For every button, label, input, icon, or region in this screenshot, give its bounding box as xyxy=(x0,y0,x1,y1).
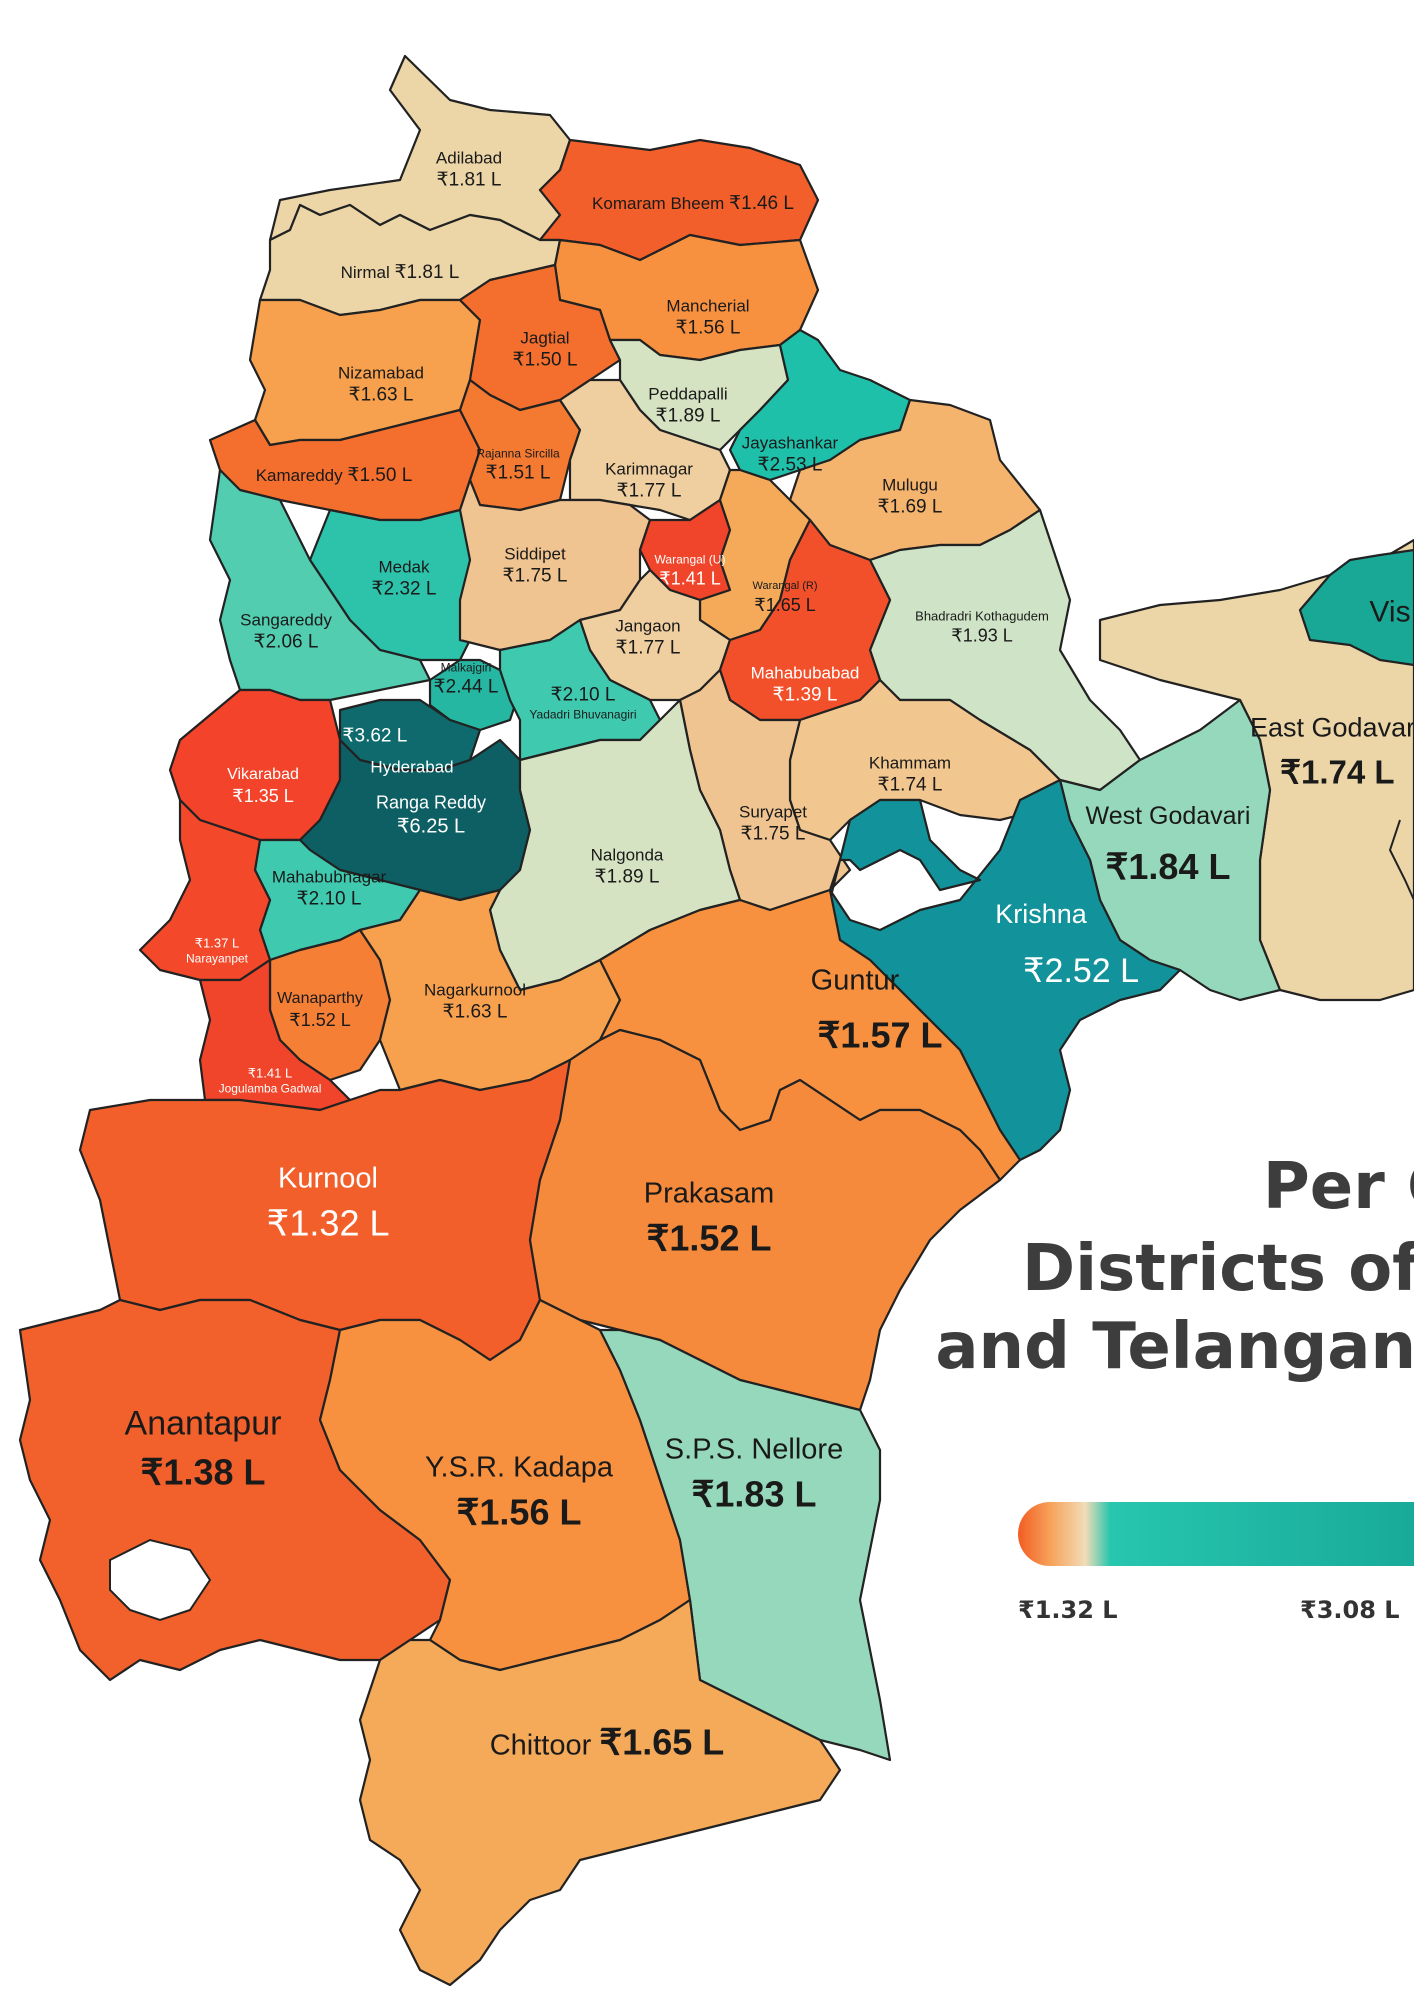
district-label-chittoor: Chittoor ₹1.65 L xyxy=(489,1721,725,1763)
district-label-rajanna-sircilla: Rajanna Sircilla ₹1.51 L xyxy=(476,446,560,484)
district-label-khammam: Khammam ₹1.74 L xyxy=(868,753,952,796)
district-label-malkajgiri: Malkajgiri ₹2.44 L xyxy=(433,660,499,698)
district-region-sangareddy xyxy=(208,468,432,702)
district-label-jangaon: Jangaon ₹1.77 L xyxy=(615,616,681,659)
district-label-nalgonda: Nalgonda ₹1.89 L xyxy=(590,845,664,888)
district-label-peddapalli: Peddapalli ₹1.89 L xyxy=(648,384,728,427)
district-label-mancherial: Mancherial ₹1.56 L xyxy=(666,296,750,339)
district-label-jayashankar: Jayashankar ₹2.53 L xyxy=(741,433,839,476)
district-label-hyderabad: ₹3.62 L Hyderabad xyxy=(342,725,454,777)
district-label-nagarkurnool: Nagarkurnool ₹1.63 L xyxy=(423,980,527,1023)
district-label-wanaparthy: Wanaparthy ₹1.52 L xyxy=(277,989,363,1030)
district-label-mahabubabad: Mahabubabad ₹1.39 L xyxy=(750,663,860,706)
district-label-narayanpet: ₹1.37 L Narayanpet xyxy=(185,935,249,966)
district-label-vis: Vis xyxy=(1369,595,1411,629)
district-label-anantapur: Anantapur ₹1.38 L xyxy=(124,1404,282,1492)
district-label-nirmal: Nirmal ₹1.81 L xyxy=(340,262,460,284)
district-label-nizamabad: Nizamabad ₹1.63 L xyxy=(338,363,424,406)
district-label-sangareddy: Sangareddy ₹2.06 L xyxy=(240,610,332,653)
district-label-warangal-u: Warangal (U) ₹1.41 L xyxy=(654,552,726,589)
coastline-detail xyxy=(1388,819,1414,901)
title-line-2: Districts of xyxy=(1022,1232,1414,1306)
district-region-prakasam xyxy=(528,1028,1002,1412)
district-label-bhadradri-kothagudem: Bhadradri Kothagudem ₹1.93 L xyxy=(915,608,1049,646)
title-line-3: and Telangan xyxy=(935,1310,1414,1384)
district-label-sps-nellore: S.P.S. Nellore ₹1.83 L xyxy=(664,1433,844,1515)
district-label-mulugu: Mulugu ₹1.69 L xyxy=(877,475,943,518)
district-label-siddipet: Siddipet ₹1.75 L xyxy=(502,544,568,587)
district-label-jogulamba-gadwal: ₹1.41 L Jogulamba Gadwal xyxy=(218,1065,322,1096)
district-label-adilabad: Adilabad ₹1.81 L xyxy=(435,148,503,191)
district-label-kurnool: Kurnool ₹1.32 L xyxy=(266,1162,390,1244)
district-label-west-godavari: West Godavari ₹1.84 L xyxy=(1085,801,1251,888)
district-label-prakasam: Prakasam ₹1.52 L xyxy=(643,1177,775,1259)
district-region-vis xyxy=(1298,548,1414,667)
district-label-komaram-bheem: Komaram Bheem ₹1.46 L xyxy=(592,193,794,215)
district-label-krishna: Krishna ₹2.52 L xyxy=(995,898,1140,990)
title-line-1: Per C xyxy=(1262,1150,1414,1224)
legend-min-label: ₹1.32 L xyxy=(1018,1596,1118,1624)
district-region-chittoor xyxy=(358,1598,842,1987)
district-region-sps-nellore xyxy=(598,1328,892,1762)
district-label-suryapet: Suryapet ₹1.75 L xyxy=(738,802,808,845)
district-label-karimnagar: Karimnagar ₹1.77 L xyxy=(605,459,693,502)
district-label-jagtial: Jagtial ₹1.50 L xyxy=(512,328,578,371)
district-label-ysr-kadapa: Y.S.R. Kadapa ₹1.56 L xyxy=(424,1451,614,1533)
district-label-vikarabad: Vikarabad ₹1.35 L xyxy=(227,765,299,806)
district-label-mahabubnagar: Mahabubnagar ₹2.10 L xyxy=(271,867,387,910)
legend-mid-label: ₹3.08 L xyxy=(1300,1596,1400,1624)
district-label-medak: Medak ₹2.32 L xyxy=(371,557,437,600)
district-label-yadadri-bhuvanagiri: ₹2.10 L Yadadri Bhuvanagiri xyxy=(529,684,637,722)
district-label-warangal-r: Warangal (R) ₹1.65 L xyxy=(752,579,818,615)
district-label-ranga-reddy: Ranga Reddy ₹6.25 L xyxy=(375,792,487,837)
district-label-guntur: Guntur ₹1.57 L xyxy=(810,964,943,1056)
legend-color-bar xyxy=(1018,1502,1414,1566)
district-label-kamareddy: Kamareddy ₹1.50 L xyxy=(255,465,413,487)
district-label-east-godavari: East Godavari ₹1.74 L xyxy=(1250,712,1414,791)
lake-shape xyxy=(109,1538,212,1622)
